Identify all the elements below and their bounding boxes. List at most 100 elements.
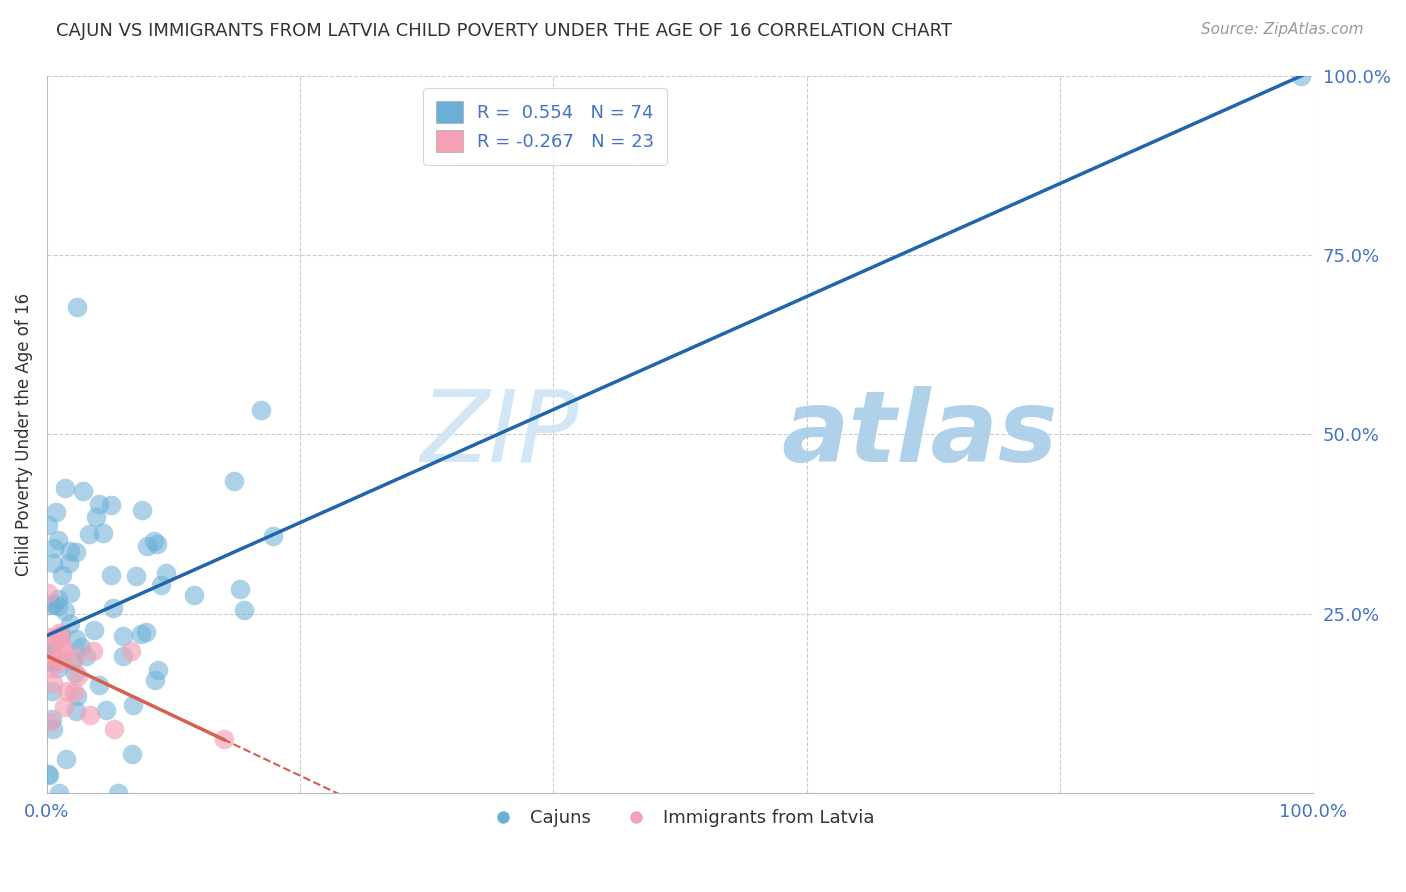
Point: [84, 509, 107, 524]
Point: [82, 644, 104, 658]
Point: [120, 644, 142, 658]
Point: [52, 644, 75, 658]
Point: [155, 566, 177, 580]
Point: [59, 616, 82, 631]
Point: [51, 567, 73, 582]
Point: [42, 541, 65, 555]
Point: [65, 632, 87, 647]
Point: [250, 402, 273, 417]
Point: [42, 652, 65, 666]
Point: [37, 652, 59, 666]
Point: [89, 497, 111, 511]
Point: [63, 684, 86, 698]
Point: [37, 517, 59, 532]
Point: [146, 537, 169, 551]
Point: [39, 661, 62, 675]
Text: ZIP: ZIP: [420, 386, 579, 483]
Point: [183, 588, 205, 602]
Text: CAJUN VS IMMIGRANTS FROM LATVIA CHILD POVERTY UNDER THE AGE OF 16 CORRELATION CH: CAJUN VS IMMIGRANTS FROM LATVIA CHILD PO…: [56, 22, 952, 40]
Point: [93, 525, 115, 540]
Point: [146, 663, 169, 677]
Point: [65, 689, 87, 703]
Point: [37, 648, 59, 663]
Point: [65, 665, 87, 680]
Point: [53, 699, 76, 714]
Point: [65, 545, 87, 559]
Point: [75, 649, 97, 664]
Point: [55, 684, 77, 698]
Point: [121, 698, 143, 712]
Point: [37, 586, 59, 600]
Point: [212, 732, 235, 747]
Point: [42, 651, 65, 665]
Point: [48, 599, 70, 614]
Point: [37, 767, 59, 781]
Point: [87, 678, 110, 692]
Text: Source: ZipAtlas.com: Source: ZipAtlas.com: [1201, 22, 1364, 37]
Text: atlas: atlas: [782, 386, 1057, 483]
Point: [135, 625, 157, 640]
Point: [41, 684, 63, 698]
Point: [44, 598, 66, 612]
Legend: Cajuns, Immigrants from Latvia: Cajuns, Immigrants from Latvia: [478, 802, 882, 835]
Point: [70, 640, 93, 655]
Point: [51, 654, 73, 668]
Point: [103, 723, 125, 737]
Point: [39, 656, 62, 670]
Point: [143, 673, 166, 688]
Point: [48, 626, 70, 640]
Y-axis label: Child Poverty Under the Age of 16: Child Poverty Under the Age of 16: [15, 293, 32, 576]
Point: [53, 604, 76, 618]
Point: [136, 540, 159, 554]
Point: [65, 704, 87, 718]
Point: [111, 648, 134, 663]
Point: [39, 715, 62, 730]
Point: [42, 723, 65, 737]
Point: [42, 676, 65, 690]
Point: [59, 586, 82, 600]
Point: [48, 786, 70, 800]
Point: [46, 631, 69, 645]
Point: [79, 708, 101, 723]
Point: [53, 481, 76, 495]
Point: [46, 592, 69, 607]
Point: [41, 712, 63, 726]
Point: [55, 752, 77, 766]
Point: [83, 623, 105, 637]
Point: [131, 503, 153, 517]
Point: [45, 505, 67, 519]
Point: [149, 577, 172, 591]
Point: [51, 628, 73, 642]
Point: [42, 632, 65, 647]
Point: [129, 626, 152, 640]
Point: [262, 529, 284, 543]
Point: [77, 526, 100, 541]
Point: [111, 629, 134, 643]
Point: [72, 484, 94, 499]
Point: [107, 786, 129, 800]
Point: [60, 654, 83, 668]
Point: [224, 474, 246, 488]
Point: [66, 301, 89, 315]
Point: [59, 543, 82, 558]
Point: [51, 638, 73, 652]
Point: [100, 498, 122, 512]
Point: [38, 648, 60, 662]
Point: [94, 702, 117, 716]
Point: [49, 629, 72, 643]
Point: [103, 600, 125, 615]
Point: [46, 661, 69, 675]
Point: [142, 534, 165, 549]
Point: [233, 602, 256, 616]
Point: [58, 556, 80, 570]
Point: [41, 645, 63, 659]
Point: [100, 568, 122, 582]
Point: [229, 582, 252, 597]
Point: [65, 650, 87, 665]
Point: [37, 630, 59, 644]
Point: [48, 533, 70, 547]
Point: [121, 747, 143, 761]
Point: [125, 569, 148, 583]
Point: [66, 669, 89, 683]
Point: [39, 598, 62, 612]
